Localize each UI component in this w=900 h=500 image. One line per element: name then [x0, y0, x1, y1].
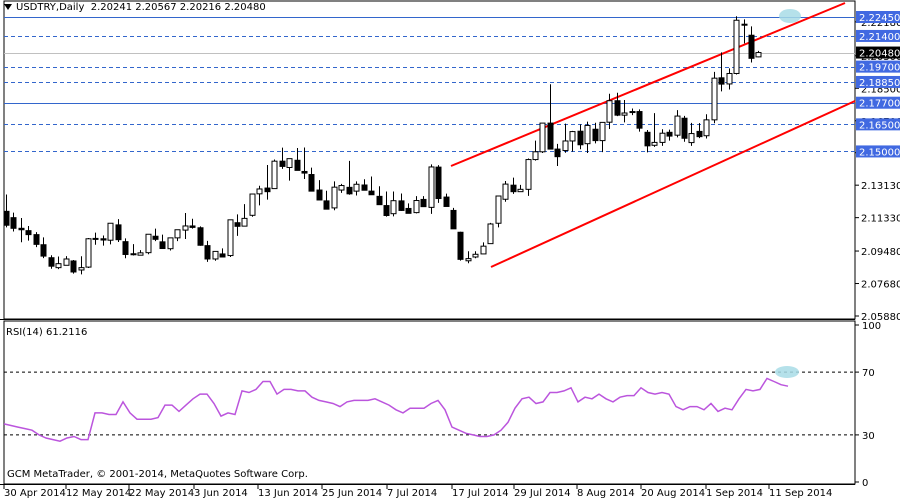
x-tick-label: 13 Jun 2014 [258, 488, 318, 499]
symbol-period: USDTRY,Daily [16, 2, 85, 13]
x-tick-label: 30 Apr 2014 [4, 488, 66, 499]
x-tick-label: 11 Sep 2014 [769, 488, 832, 499]
rsi-tick-label: 30 [862, 431, 875, 442]
x-tick-label: 8 Aug 2014 [577, 488, 635, 499]
x-tick-label: 1 Sep 2014 [706, 488, 763, 499]
highlight-ellipse [779, 9, 801, 23]
rsi-label: RSI(14) 61.2116 [6, 327, 88, 338]
dropdown-triangle-icon[interactable] [4, 4, 12, 10]
y-tick-label: 2.22180 [861, 18, 900, 29]
channel-line-lower[interactable] [490, 100, 856, 268]
price-tag [856, 118, 900, 131]
price-tag-label: 2.16500 [859, 120, 900, 131]
x-tick-label: 29 Jul 2014 [514, 488, 571, 499]
x-tick-label: 12 May 2014 [66, 488, 131, 499]
rsi-tick-label: 100 [862, 321, 881, 332]
price-tag [856, 11, 900, 23]
current-price-label: 2.20480 [859, 49, 900, 60]
price-tag-label: 2.18850 [859, 78, 900, 89]
price-tag [856, 96, 900, 109]
price-tag-label: 2.19700 [859, 63, 900, 74]
y-tick-label: 2.07680 [861, 280, 900, 291]
copyright-text: GCM MetaTrader, © 2001-2014, MetaQuotes … [7, 469, 308, 480]
candles [3, 16, 762, 275]
price-tag [856, 75, 900, 88]
y-tick-label: 2.09480 [861, 247, 900, 258]
x-tick-label: 20 Aug 2014 [641, 488, 705, 499]
x-tick-label: 25 Jun 2014 [322, 488, 382, 499]
x-tick-label: 7 Jul 2014 [387, 488, 437, 499]
ohlc-values: 2.20241 2.20567 2.20216 2.20480 [90, 2, 266, 13]
chart-header: USDTRY,Daily 2.20241 2.20567 2.20216 2.2… [4, 2, 266, 13]
y-tick-label: 2.13130 [861, 181, 900, 192]
price-tag-label: 2.22450 [859, 13, 900, 24]
rsi-line [3, 377, 789, 442]
rsi-tick-label: 0 [862, 478, 868, 489]
y-tick-label: 2.18500 [861, 84, 900, 95]
price-tag-label: 2.17700 [859, 99, 900, 110]
price-tag [856, 145, 900, 158]
y-tick-label: 2.11330 [861, 214, 900, 225]
price-tag-label: 2.21400 [859, 32, 900, 43]
rsi-highlight-ellipse [775, 366, 799, 378]
y-tick-label: 2.05880 [861, 312, 900, 323]
x-tick-label: 3 Jun 2014 [194, 488, 248, 499]
current-price-tag [856, 46, 900, 59]
price-tag [856, 60, 900, 73]
rsi-tick-label: 70 [862, 368, 875, 379]
x-tick-label: 22 May 2014 [129, 488, 194, 499]
channel-line-upper[interactable] [450, 2, 846, 167]
price-tag-label: 2.15000 [859, 147, 900, 158]
x-tick-label: 17 Jul 2014 [452, 488, 509, 499]
price-tag [856, 29, 900, 42]
rsi-panel-frame [3, 320, 856, 485]
